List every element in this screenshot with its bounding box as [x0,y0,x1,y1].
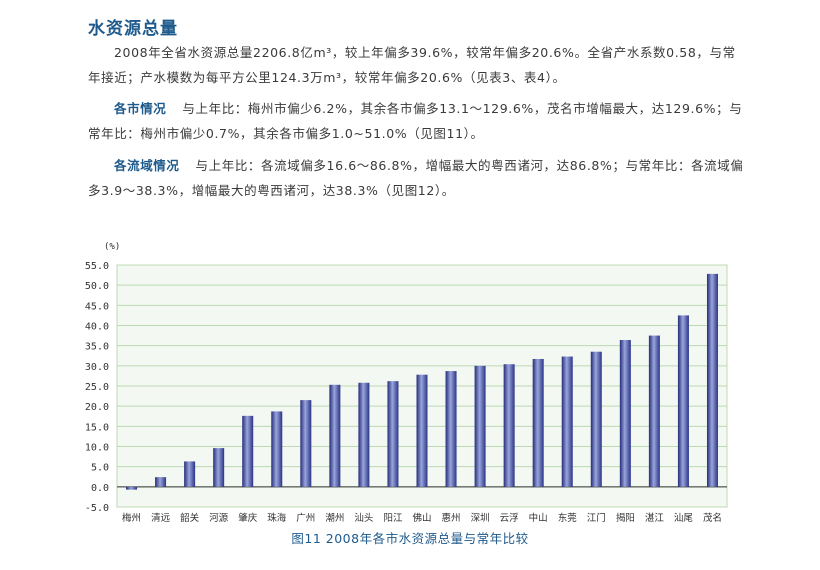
x-tick-label: 深圳 [471,513,490,524]
bar-汕头 [358,382,370,487]
x-tick-label: 潮州 [325,512,344,524]
y-axis-label: (%) [104,242,120,252]
x-tick-label: 阳江 [383,513,403,524]
paragraph-basins: 各流域情况 与上年比：各流域偏多16.6～86.8%，增幅最大的粤西诸河，达86.… [88,153,748,203]
x-tick-label: 江门 [587,512,606,524]
y-tick-label: 20.0 [85,402,109,413]
y-tick-label: 45.0 [85,301,109,312]
cities-tag: 各市情况 [114,101,167,116]
bar-茂名 [706,273,718,487]
bar-河源 [213,448,225,487]
bar-珠海 [271,411,283,487]
x-tick-label: 佛山 [412,512,431,524]
x-tick-label: 惠州 [442,512,461,524]
x-tick-label: 茂名 [703,512,722,524]
paragraph-cities-text: 与上年比：梅州市偏少6.2%，其余各市偏多13.1～129.6%，茂名市增幅最大… [88,101,743,141]
y-tick-label: 55.0 [85,261,109,272]
bar-肇庆 [242,415,254,487]
bar-汕尾 [677,315,689,487]
bar-东莞 [561,356,573,487]
x-tick-label: 梅州 [122,512,141,524]
x-tick-label: 韶关 [180,512,200,524]
bar-湛江 [648,335,660,487]
bar-揭阳 [619,340,631,487]
bar-惠州 [445,371,457,487]
bar-广州 [300,400,312,487]
figure-caption: 图11 2008年各市水资源总量与常年比较 [291,531,529,546]
bar-深圳 [474,365,486,487]
y-tick-label: 30.0 [85,362,109,373]
basins-tag: 各流域情况 [114,158,180,173]
bar-佛山 [416,374,428,487]
bar-chart: 55.0 50.0 45.0 40.0 35.0 30.0 25.0 20.0 15.0 10.0… [60,235,740,525]
paragraph-cities: 各市情况 与上年比：梅州市偏少6.2%，其余各市偏多13.1～129.6%，茂名市… [88,96,748,146]
x-tick-label: 中山 [529,512,548,524]
x-tick-label: 广州 [296,512,315,524]
bar-清远 [155,477,167,487]
x-tick-label: 河源 [209,512,229,524]
x-tick-label: 汕尾 [674,513,693,524]
bar-云浮 [503,364,515,487]
bar-江门 [590,351,602,487]
paragraph-total-text: 2008年全省水资源总量2206.8亿m³，较上年偏多39.6%，较常年偏多20… [88,45,736,85]
x-tick-label: 肇庆 [238,512,258,524]
x-tick-label: 云浮 [500,512,519,524]
section-heading: 水资源总量 [88,19,178,39]
bar-中山 [532,358,544,487]
bar-韶关 [184,461,196,487]
y-tick-label: 40.0 [85,322,109,333]
y-tick-label: 35.0 [85,342,109,353]
bar-阳江 [387,381,399,487]
y-tick-label: 10.0 [85,443,109,454]
y-tick-label: 25.0 [85,382,109,393]
chart-svg: 55.0 50.0 45.0 40.0 35.0 30.0 25.0 20.0 15.0 10.0… [85,242,728,524]
y-tick-label: 0.0 [91,483,109,494]
bar-潮州 [329,384,341,487]
paragraph-basins-text: 与上年比：各流域偏多16.6～86.8%，增幅最大的粤西诸河，达86.8%；与常… [88,158,744,198]
y-tick-label: 15.0 [85,422,109,433]
y-tick-label: 5.0 [91,463,109,474]
x-tick-label: 揭阳 [616,512,635,524]
paragraph-total: 2008年全省水资源总量2206.8亿m³，较上年偏多39.6%，较常年偏多20… [88,40,748,90]
y-tick-label: 50.0 [85,281,109,292]
bar-梅州 [126,486,138,490]
x-tick-label: 珠海 [267,512,287,524]
x-tick-label: 湛江 [645,513,665,524]
x-tick-label: 汕头 [354,512,373,524]
x-tick-label: 清远 [151,512,171,524]
x-tick-label: 东莞 [558,512,578,524]
y-tick-label: -5.0 [85,503,109,514]
